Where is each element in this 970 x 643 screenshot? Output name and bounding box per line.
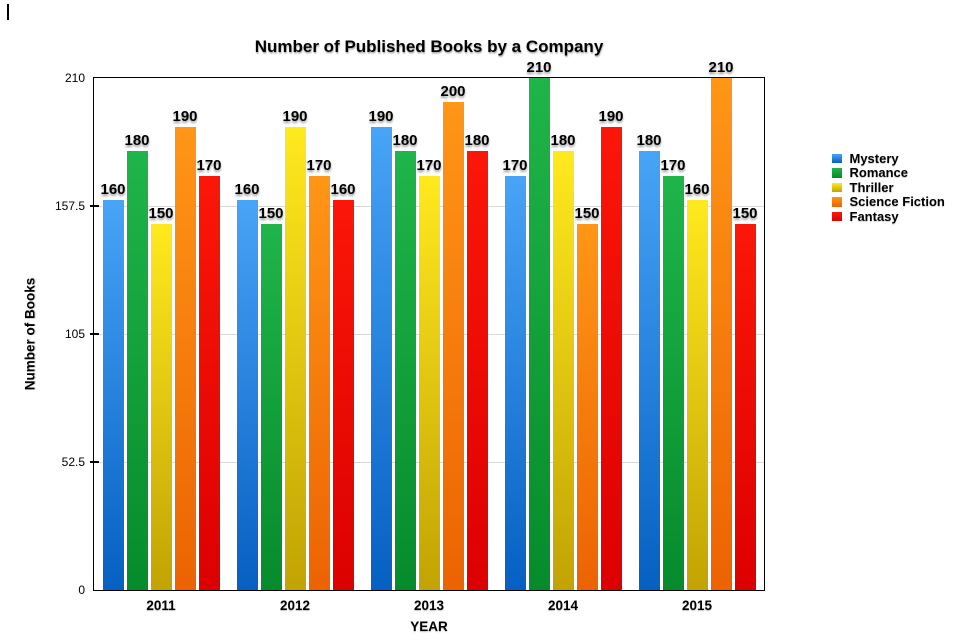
bar-fantasy-2014: 190 bbox=[598, 108, 624, 590]
legend-label-science-fiction: Science Fiction bbox=[849, 194, 945, 210]
bar-mystery-2011: 160 bbox=[100, 181, 126, 590]
y-tick-label-52.5: 52.5 bbox=[61, 455, 85, 469]
legend-label-fantasy: Fantasy bbox=[849, 208, 899, 224]
bar-thriller-2011: 150 bbox=[148, 205, 174, 590]
bar-thriller-2014: 180 bbox=[550, 132, 576, 590]
legend-item-science-fiction: Science Fiction bbox=[832, 194, 945, 210]
bar-group-2014: 170 210 180 150 190 2014 bbox=[496, 59, 630, 613]
y-tick-mark-157.5 bbox=[89, 205, 99, 207]
bar-science-fiction-2014: 150 bbox=[574, 205, 600, 590]
bar-value-label-fantasy-2013: 180 bbox=[464, 132, 490, 150]
bar-mystery-2014: 170 bbox=[502, 157, 528, 590]
text-cursor-artifact bbox=[7, 4, 9, 20]
plot-wrapper: 0 52.5 105 157.5 210 160 180 150 190 170 2011 160 15… bbox=[55, 59, 765, 613]
legend-swatch-romance bbox=[832, 168, 842, 178]
bar-group-2015: 180 170 160 210 150 2015 bbox=[630, 59, 764, 613]
bar-mystery-2013: 190 bbox=[368, 108, 394, 590]
x-category-label-2015: 2015 bbox=[681, 598, 713, 613]
bar-value-label-thriller-2011: 150 bbox=[148, 205, 174, 223]
bar-romance-2014: 210 bbox=[526, 59, 552, 590]
legend-item-mystery: Mystery bbox=[832, 151, 945, 166]
x-category-label-2013: 2013 bbox=[413, 598, 445, 613]
y-tick-label-105: 105 bbox=[64, 327, 85, 341]
bar-value-label-mystery-2014: 170 bbox=[502, 156, 528, 174]
legend-swatch-mystery bbox=[832, 153, 842, 163]
bar-value-label-thriller-2014: 180 bbox=[550, 132, 576, 150]
legend-swatch-fantasy bbox=[832, 211, 842, 221]
bar-value-label-science-fiction-2012: 170 bbox=[306, 156, 332, 174]
bar-thriller-2015: 160 bbox=[684, 181, 710, 590]
bar-value-label-thriller-2013: 170 bbox=[416, 156, 442, 174]
bar-thriller-2013: 170 bbox=[416, 157, 442, 590]
chart-legend: Mystery Romance Thriller Science Fiction Fan… bbox=[832, 151, 945, 224]
bar-group-2011: 160 180 150 190 170 2011 bbox=[94, 78, 228, 613]
bar-romance-2012: 150 bbox=[258, 205, 284, 590]
bar-science-fiction-2012: 170 bbox=[306, 157, 332, 590]
legend-label-thriller: Thriller bbox=[849, 179, 894, 195]
plot-area: 0 52.5 105 157.5 210 160 180 150 190 170 2011 160 15… bbox=[55, 59, 765, 613]
bar-thriller-2012: 190 bbox=[282, 108, 308, 590]
y-axis-title: Number of Books bbox=[22, 277, 38, 391]
chart-title: Number of Published Books by a Company bbox=[254, 37, 604, 56]
bar-value-label-mystery-2011: 160 bbox=[100, 180, 126, 198]
bar-value-label-fantasy-2014: 190 bbox=[598, 107, 624, 125]
bar-fantasy-2015: 150 bbox=[732, 205, 758, 590]
y-tick-mark-105 bbox=[89, 333, 99, 335]
legend-label-romance: Romance bbox=[849, 165, 909, 181]
bar-mystery-2012: 160 bbox=[234, 181, 260, 590]
x-axis-title: YEAR bbox=[410, 619, 448, 634]
y-tick-label-0: 0 bbox=[78, 583, 85, 597]
bar-romance-2013: 180 bbox=[392, 132, 418, 590]
bar-value-label-thriller-2015: 160 bbox=[684, 180, 710, 198]
bar-value-label-mystery-2012: 160 bbox=[234, 180, 260, 198]
bar-science-fiction-2011: 190 bbox=[172, 108, 198, 590]
bar-fantasy-2011: 170 bbox=[196, 157, 222, 590]
legend-label-mystery: Mystery bbox=[849, 150, 899, 166]
legend-item-thriller: Thriller bbox=[832, 180, 945, 195]
bar-value-label-fantasy-2015: 150 bbox=[732, 205, 758, 223]
bar-romance-2011: 180 bbox=[124, 132, 150, 590]
x-category-label-2014: 2014 bbox=[547, 598, 579, 613]
bar-science-fiction-2015: 210 bbox=[708, 59, 734, 590]
legend-item-romance: Romance bbox=[832, 165, 945, 181]
bar-value-label-fantasy-2012: 160 bbox=[330, 180, 356, 198]
bar-fantasy-2013: 180 bbox=[464, 132, 490, 590]
bar-value-label-mystery-2013: 190 bbox=[368, 107, 394, 125]
bar-group-2013: 190 180 170 200 180 2013 bbox=[362, 78, 496, 613]
x-category-label-2012: 2012 bbox=[279, 598, 311, 613]
bar-value-label-romance-2012: 150 bbox=[258, 205, 284, 223]
y-tick-label-210: 210 bbox=[64, 71, 85, 85]
bar-value-label-science-fiction-2014: 150 bbox=[574, 205, 600, 223]
y-tick-label-157.5: 157.5 bbox=[54, 199, 85, 213]
bar-value-label-science-fiction-2011: 190 bbox=[172, 107, 198, 125]
bar-value-label-fantasy-2011: 170 bbox=[196, 156, 222, 174]
bar-value-label-mystery-2015: 180 bbox=[636, 132, 662, 150]
bar-value-label-science-fiction-2013: 200 bbox=[440, 83, 466, 101]
bar-group-2012: 160 150 190 170 160 2012 bbox=[228, 78, 362, 613]
bar-value-label-romance-2013: 180 bbox=[392, 132, 418, 150]
bar-value-label-thriller-2012: 190 bbox=[282, 107, 308, 125]
bar-value-label-romance-2014: 210 bbox=[526, 59, 552, 76]
bar-mystery-2015: 180 bbox=[636, 132, 662, 590]
legend-swatch-science-fiction bbox=[832, 197, 842, 207]
bar-value-label-romance-2015: 170 bbox=[660, 156, 686, 174]
bar-science-fiction-2013: 200 bbox=[440, 83, 466, 590]
bar-romance-2015: 170 bbox=[660, 157, 686, 590]
legend-item-fantasy: Fantasy bbox=[832, 209, 945, 224]
bar-value-label-romance-2011: 180 bbox=[124, 132, 150, 150]
y-tick-mark-52.5 bbox=[89, 461, 99, 463]
bar-value-label-science-fiction-2015: 210 bbox=[708, 59, 734, 76]
x-category-label-2011: 2011 bbox=[146, 598, 176, 613]
legend-swatch-thriller bbox=[832, 182, 842, 192]
bar-fantasy-2012: 160 bbox=[330, 181, 356, 590]
